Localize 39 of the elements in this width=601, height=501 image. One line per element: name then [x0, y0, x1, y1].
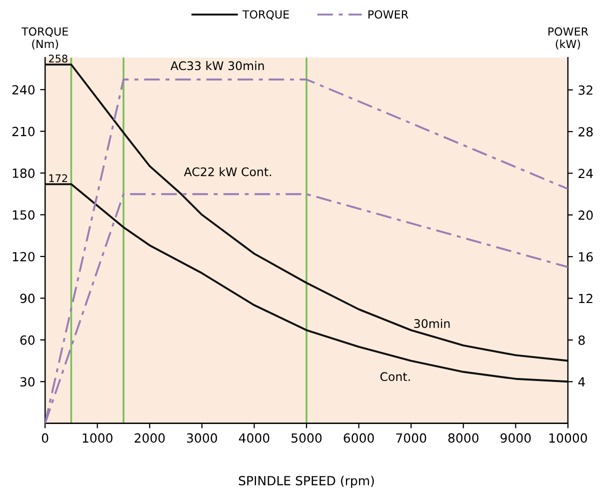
legend-label: TORQUE [242, 10, 289, 20]
y-tick-label: 30 [20, 377, 35, 387]
y2-tick-label: 8 [578, 335, 585, 345]
y-tick-label: 150 [12, 210, 35, 220]
x-tick-label: 6000 [344, 433, 374, 443]
y2-tick-label: 28 [578, 127, 593, 137]
x-tick-label: 0 [42, 433, 48, 443]
annotation: AC22 kW Cont. [184, 167, 272, 176]
x-tick-label: 4000 [238, 433, 270, 443]
x-tick-label: 10000 [549, 433, 587, 443]
y-tick-label: 90 [20, 294, 35, 304]
y-tick-label: 60 [20, 335, 35, 345]
line-series [45, 183, 568, 383]
y2-tick-label: 32 [578, 85, 592, 95]
x-tick-label: 1000 [82, 433, 112, 443]
y2-tick-label: 16 [579, 252, 593, 262]
y-tick-label: 240 [12, 85, 35, 95]
annotation: 172 [49, 174, 68, 182]
x-tick-label: 7000 [396, 433, 426, 443]
y2-axis-title: POWER (kW) [548, 27, 588, 50]
y2-tick-label: 24 [578, 168, 593, 178]
y-tick-label: 120 [12, 252, 35, 262]
y-axis-title: TORQUE (Nm) [21, 27, 68, 50]
x-tick-label: 8000 [448, 433, 478, 443]
x-tick-label: 9000 [500, 433, 531, 443]
y2-tick-label: 20 [578, 210, 593, 220]
x-tick-label: 3000 [186, 433, 218, 443]
y2-tick-label: 12 [579, 294, 592, 304]
y-tick-label: 210 [12, 126, 35, 136]
annotation: 258 [48, 54, 68, 63]
legend-label: POWER [368, 10, 408, 19]
y2-tick-label: 4 [578, 377, 585, 386]
annotation: AC33 kW 30min [170, 61, 264, 70]
x-tick-label: 2000 [134, 433, 165, 443]
annotation: 30min [414, 318, 450, 328]
annotation: Cont. [380, 372, 410, 382]
x-axis-title: SPINDLE SPEED (rpm) [238, 476, 374, 488]
y-tick-label: 180 [12, 168, 35, 178]
x-tick-label: 5000 [292, 433, 322, 443]
